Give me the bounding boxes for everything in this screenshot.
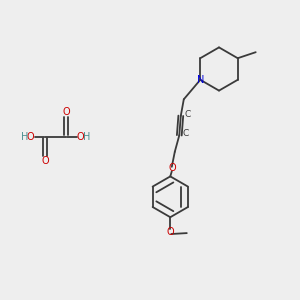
Text: O: O — [62, 106, 70, 117]
Text: O: O — [76, 131, 84, 142]
Text: N: N — [196, 75, 204, 85]
Text: H: H — [83, 131, 90, 142]
Text: O: O — [169, 163, 176, 173]
Text: C: C — [183, 129, 189, 138]
Text: C: C — [184, 110, 190, 119]
Text: H: H — [21, 131, 28, 142]
Text: O: O — [41, 156, 49, 167]
Text: O: O — [27, 131, 34, 142]
Text: O: O — [167, 227, 174, 237]
